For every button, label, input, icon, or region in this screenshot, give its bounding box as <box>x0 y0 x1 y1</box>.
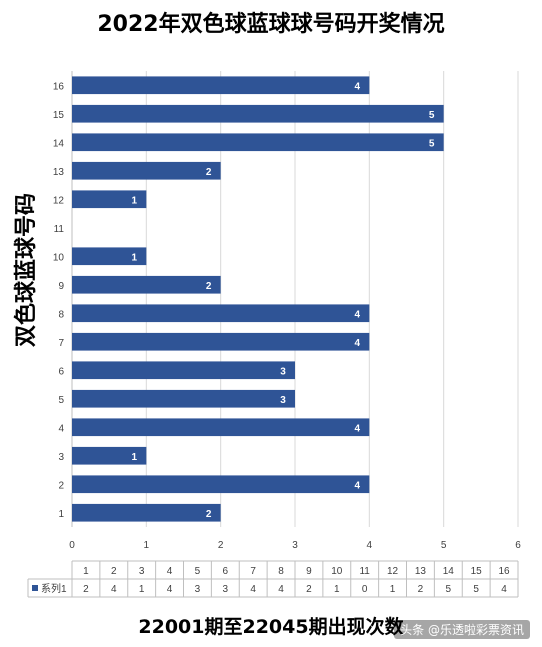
table-value-cell: 1 <box>334 584 340 595</box>
y-tick-label: 1 <box>58 509 64 520</box>
table-value-cell: 4 <box>250 584 256 595</box>
x-tick-label: 6 <box>515 540 521 551</box>
x-tick-label: 1 <box>144 540 150 551</box>
table-header-cell: 1 <box>83 566 89 577</box>
table-header-cell: 12 <box>387 566 399 577</box>
y-tick-label: 15 <box>53 110 65 121</box>
data-label: 2 <box>206 509 212 520</box>
bar <box>72 332 370 351</box>
y-tick-label: 12 <box>53 195 65 206</box>
bar <box>72 247 147 266</box>
table-value-cell: 1 <box>390 584 396 595</box>
table-header-cell: 10 <box>331 566 343 577</box>
x-tick-label: 3 <box>292 540 298 551</box>
table-header-cell: 2 <box>111 566 117 577</box>
legend-key <box>32 585 38 591</box>
table-header-cell: 15 <box>471 566 483 577</box>
x-axis-label: 22001期至22045期出现次数 <box>138 616 404 638</box>
table-value-cell: 4 <box>167 584 173 595</box>
table-value-cell: 5 <box>446 584 452 595</box>
table-value-cell: 2 <box>306 584 312 595</box>
table-header-cell: 16 <box>499 566 511 577</box>
y-tick-label: 9 <box>58 281 64 292</box>
table-value-cell: 5 <box>473 584 479 595</box>
data-label: 2 <box>206 281 212 292</box>
x-tick-label: 2 <box>218 540 224 551</box>
legend-label: 系列1 <box>41 582 67 595</box>
data-label: 3 <box>280 395 286 406</box>
x-tick-label: 0 <box>69 540 75 551</box>
table-header-cell: 8 <box>278 566 284 577</box>
bar <box>72 161 221 180</box>
bar <box>72 76 370 95</box>
y-tick-label: 10 <box>53 252 65 263</box>
bar <box>72 361 295 380</box>
bar <box>72 418 370 437</box>
watermark: 头条 @乐透啦彩票资讯 <box>394 620 530 639</box>
y-tick-label: 5 <box>58 395 64 406</box>
bar <box>72 190 147 209</box>
y-tick-label: 7 <box>58 338 64 349</box>
table-header-cell: 6 <box>223 566 229 577</box>
table-value-cell: 2 <box>83 584 89 595</box>
data-label: 4 <box>355 480 361 491</box>
y-tick-label: 16 <box>53 81 65 92</box>
table-value-cell: 3 <box>223 584 229 595</box>
table-header-cell: 3 <box>139 566 145 577</box>
data-label: 4 <box>355 81 361 92</box>
data-label: 5 <box>429 138 435 149</box>
x-tick-label: 4 <box>367 540 373 551</box>
y-tick-label: 11 <box>54 224 65 235</box>
table-header-cell: 14 <box>443 566 455 577</box>
table-value-cell: 0 <box>362 584 368 595</box>
bar <box>72 389 295 408</box>
table-header-cell: 13 <box>415 566 427 577</box>
table-value-cell: 1 <box>139 584 145 595</box>
table-header-cell: 9 <box>306 566 312 577</box>
table-header-cell: 5 <box>195 566 201 577</box>
table-header-cell: 7 <box>250 566 256 577</box>
data-label: 4 <box>355 338 361 349</box>
bar <box>72 304 370 323</box>
data-label: 4 <box>355 423 361 434</box>
table-value-cell: 3 <box>195 584 201 595</box>
y-tick-label: 2 <box>58 480 64 491</box>
table-value-cell: 4 <box>501 584 507 595</box>
y-tick-label: 13 <box>53 167 65 178</box>
bar <box>72 104 444 123</box>
bar <box>72 503 221 522</box>
data-label: 1 <box>132 195 138 206</box>
y-tick-label: 3 <box>58 452 64 463</box>
x-tick-label: 5 <box>441 540 447 551</box>
y-tick-label: 4 <box>58 423 64 434</box>
bar <box>72 275 221 294</box>
data-label: 3 <box>280 366 286 377</box>
bar <box>72 133 444 152</box>
table-header-cell: 11 <box>359 566 370 577</box>
data-label: 1 <box>132 452 138 463</box>
data-label: 1 <box>132 252 138 263</box>
y-tick-label: 6 <box>58 366 64 377</box>
chart-title: 2022年双色球蓝球球号码开奖情况 <box>97 12 445 37</box>
y-tick-label: 8 <box>58 309 64 320</box>
data-label: 5 <box>429 110 435 121</box>
table-value-cell: 2 <box>418 584 424 595</box>
data-label: 0 <box>81 224 87 235</box>
data-label: 2 <box>206 167 212 178</box>
table-header-cell: 4 <box>167 566 173 577</box>
data-label: 4 <box>355 309 361 320</box>
bar <box>72 475 370 494</box>
table-value-cell: 4 <box>111 584 117 595</box>
y-tick-label: 14 <box>53 138 65 149</box>
bar <box>72 446 147 465</box>
table-value-cell: 4 <box>278 584 284 595</box>
